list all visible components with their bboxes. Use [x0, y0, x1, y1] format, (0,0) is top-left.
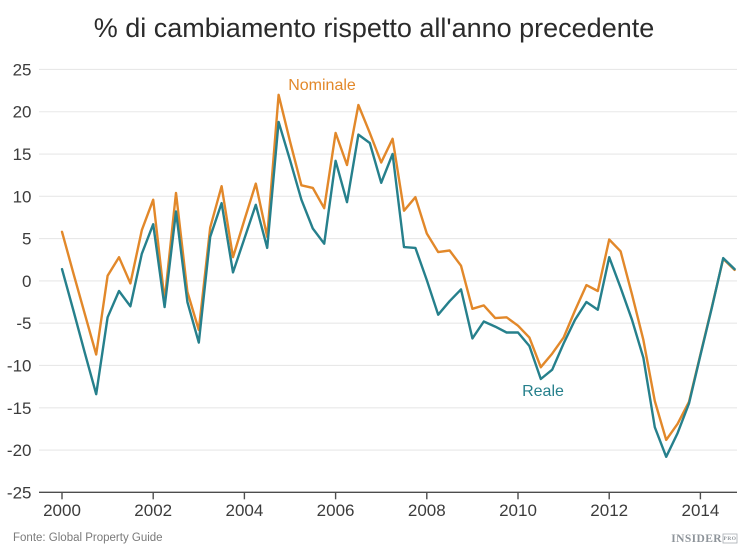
x-tick-label-2008: 2008 — [408, 501, 446, 520]
source-note: Fonte: Global Property Guide — [13, 532, 163, 544]
logo-pro-text: PRO — [724, 536, 737, 542]
axis-layer — [39, 491, 737, 500]
series-layer — [60, 93, 736, 458]
x-tick-label-2002: 2002 — [134, 501, 172, 520]
labels-layer: % di cambiamento rispetto all'anno prece… — [7, 13, 738, 545]
series-label-nominale: Nominale — [288, 77, 356, 94]
y-tick-label-10: 10 — [13, 187, 32, 206]
y-tick-label-20: 20 — [13, 103, 32, 122]
x-tick-label-2014: 2014 — [681, 501, 719, 520]
y-tick-label--20: -20 — [7, 441, 32, 460]
y-tick-label-15: 15 — [13, 145, 32, 164]
y-tick-label--10: -10 — [7, 356, 32, 375]
series-label-reale: Reale — [522, 383, 564, 400]
y-tick-label-0: 0 — [22, 272, 31, 291]
y-tick-label-5: 5 — [22, 230, 31, 249]
x-tick-label-2006: 2006 — [317, 501, 355, 520]
y-tick-label--15: -15 — [7, 399, 32, 418]
series-line-reale — [60, 120, 736, 458]
y-tick-label-25: 25 — [13, 60, 32, 79]
insider-pro-logo: INSIDER PRO — [671, 533, 738, 545]
y-tick-label--5: -5 — [16, 314, 31, 333]
logo-insider-text: INSIDER — [671, 533, 722, 545]
logo-pro-box — [722, 533, 738, 544]
x-tick-label-2000: 2000 — [43, 501, 81, 520]
chart-title: % di cambiamento rispetto all'anno prece… — [94, 13, 655, 43]
x-tick-label-2010: 2010 — [499, 501, 537, 520]
x-tick-label-2004: 2004 — [225, 501, 263, 520]
series-line-nominale — [60, 93, 736, 442]
gridlines-layer — [39, 68, 737, 451]
y-tick-label--25: -25 — [7, 483, 32, 502]
x-tick-label-2012: 2012 — [590, 501, 628, 520]
